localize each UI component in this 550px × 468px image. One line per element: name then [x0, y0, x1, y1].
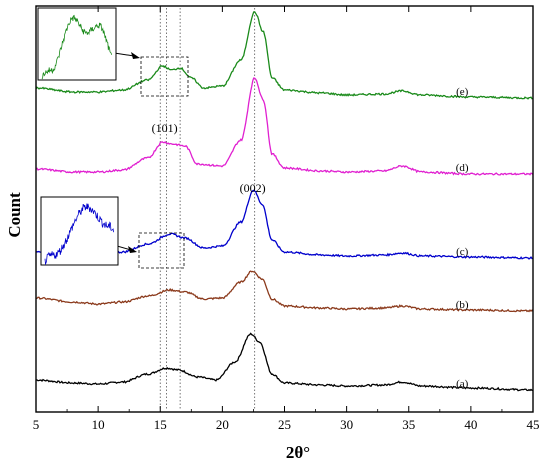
x-tick-label-15: 15	[154, 417, 167, 432]
series-group: (a) (b) (c) (d) (e)	[35, 11, 534, 392]
series-line-4	[35, 77, 534, 176]
labels-group: 2θ° Count (101) (002)	[5, 121, 310, 462]
inset-arrow-head-1	[131, 52, 140, 59]
series-label-1: (a)	[456, 378, 469, 390]
x-tick-label-30: 30	[340, 417, 353, 432]
y-axis-title: Count	[5, 192, 24, 238]
series-label-3: (c)	[456, 246, 469, 258]
x-axis-title: 2θ°	[286, 443, 310, 462]
series-line-3	[35, 189, 534, 260]
peak-label-1: (101)	[152, 121, 178, 135]
x-axis-ticks: 5 10 15 20 25 30 35 40 45	[33, 6, 540, 432]
inset-zoom-box-1	[140, 56, 189, 97]
inset-zoom-box-2	[138, 232, 185, 269]
x-tick-label-45: 45	[527, 417, 540, 432]
x-tick-label-35: 35	[402, 417, 415, 432]
series-line-5	[35, 11, 534, 100]
inset-boxes	[37, 7, 189, 269]
peak-label-2: (002)	[240, 181, 266, 195]
x-tick-label-25: 25	[278, 417, 291, 432]
series-label-2: (b)	[456, 299, 469, 311]
series-label-5: (e)	[456, 86, 469, 98]
x-tick-label-10: 10	[92, 417, 105, 432]
inset-curve-2	[44, 203, 114, 266]
series-line-2	[35, 270, 534, 313]
inset-arrow-head-2	[128, 246, 137, 253]
series-line-1	[35, 332, 534, 392]
x-tick-label-5: 5	[33, 417, 40, 432]
inset-curve-1	[41, 14, 112, 80]
x-tick-label-40: 40	[464, 417, 477, 432]
series-label-4: (d)	[456, 162, 469, 174]
reference-lines	[159, 8, 256, 410]
x-tick-label-20: 20	[216, 417, 229, 432]
